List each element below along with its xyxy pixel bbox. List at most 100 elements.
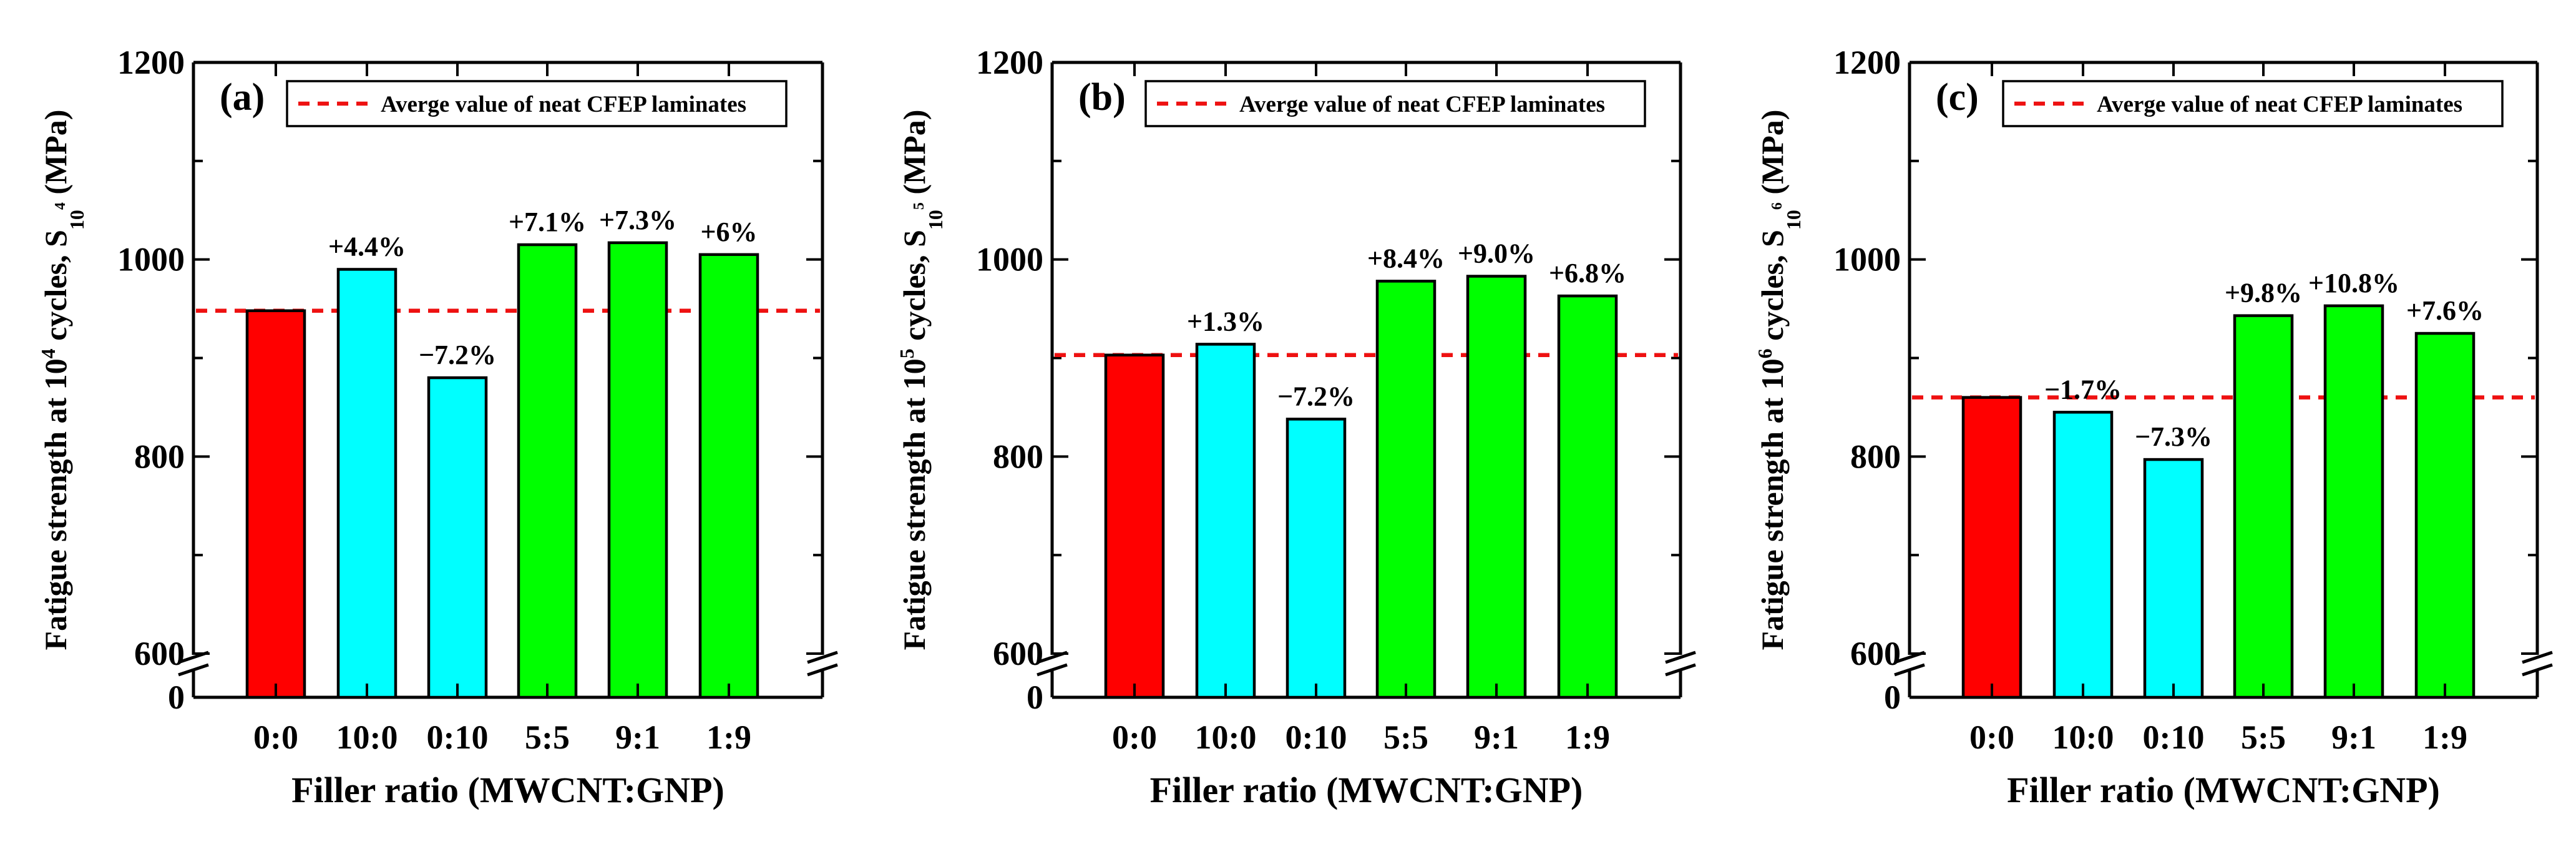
y-axis-title-part: 4 bbox=[52, 202, 69, 210]
chart-panel-c: 600 800 1000 1200 0 0:0 10:0 −1.7% 0:10 −7.3% 5:5 +… bbox=[1754, 44, 2553, 810]
data-label: +7.1% bbox=[509, 207, 586, 237]
y-tick-label: 600 bbox=[1850, 635, 1901, 672]
x-tick-label: 0:0 bbox=[1969, 719, 2014, 756]
x-tick-label: 0:10 bbox=[427, 719, 489, 756]
data-label: −7.2% bbox=[419, 340, 496, 370]
y-zero-label: 0 bbox=[1027, 679, 1043, 716]
y-axis-title: Fatigue strength at 105 cycles, S105 (MP… bbox=[895, 110, 947, 650]
x-tick-label: 0:10 bbox=[2143, 719, 2205, 756]
x-tick-label: 10:0 bbox=[2052, 719, 2114, 756]
y-tick-label: 800 bbox=[993, 438, 1043, 475]
y-axis-title-part: (MPa) bbox=[1755, 110, 1790, 203]
axis-break-mark-left-2 bbox=[1037, 663, 1068, 677]
bar-9-1 bbox=[1466, 275, 1527, 699]
legend-label: Averge value of neat CFEP laminates bbox=[1239, 92, 1605, 117]
axis-break-mark-right-1 bbox=[1665, 650, 1696, 664]
x-tick-label: 5:5 bbox=[525, 719, 570, 756]
x-tick-label: 1:9 bbox=[1565, 719, 1610, 756]
data-label: +4.4% bbox=[328, 231, 406, 262]
x-tick-label: 0:0 bbox=[1112, 719, 1157, 756]
y-axis-title-part: cycles, S bbox=[1755, 230, 1790, 348]
y-axis-title-part: 6 bbox=[1754, 348, 1776, 358]
panel-label: (b) bbox=[1078, 76, 1126, 119]
y-tick-label: 1200 bbox=[117, 44, 185, 81]
data-label: +1.3% bbox=[1187, 306, 1264, 336]
data-label: +7.3% bbox=[599, 205, 676, 235]
y-axis-title-part: cycles, S bbox=[38, 230, 73, 348]
y-axis-title-part: 10 bbox=[924, 210, 947, 230]
y-axis-title-part: 6 bbox=[1769, 202, 1785, 210]
data-label: +7.6% bbox=[2406, 295, 2484, 326]
bar-0-0 bbox=[245, 309, 306, 699]
bar-0-0 bbox=[1104, 353, 1165, 699]
x-tick-label: 1:9 bbox=[2422, 719, 2467, 756]
x-tick-label: 1:9 bbox=[706, 719, 751, 756]
y-zero-label: 0 bbox=[168, 679, 185, 716]
legend-label: Averge value of neat CFEP laminates bbox=[2097, 92, 2462, 117]
bar-9-1 bbox=[607, 241, 668, 699]
bar-1-9 bbox=[698, 253, 759, 699]
bar-10-0 bbox=[2052, 411, 2114, 699]
axis-break-mark-right-2 bbox=[2522, 663, 2553, 677]
bar-5-5 bbox=[517, 243, 578, 699]
x-tick-label: 0:10 bbox=[1286, 719, 1347, 756]
bar-10-0 bbox=[336, 268, 398, 699]
y-axis-title-part: (MPa) bbox=[897, 110, 932, 203]
data-label: +6% bbox=[700, 217, 757, 247]
data-label: +9.0% bbox=[1458, 238, 1535, 268]
axis-break-mark-left-2 bbox=[178, 663, 209, 677]
legend-label: Averge value of neat CFEP laminates bbox=[381, 92, 746, 117]
x-tick-label: 5:5 bbox=[1383, 719, 1428, 756]
y-tick-label: 600 bbox=[993, 635, 1043, 672]
x-tick-label: 9:1 bbox=[615, 719, 660, 756]
y-axis-title-part: 4 bbox=[37, 348, 59, 358]
legend-box bbox=[2002, 80, 2504, 127]
y-tick-label: 1200 bbox=[1833, 44, 1901, 81]
x-tick-label: 0:0 bbox=[253, 719, 298, 756]
x-axis-title: Filler ratio (MWCNT:GNP) bbox=[1150, 770, 1583, 810]
bar-0-10 bbox=[2143, 458, 2204, 699]
bar-9-1 bbox=[2323, 304, 2384, 699]
axis-break-mark-right-2 bbox=[1665, 663, 1696, 677]
y-axis-title-part: cycles, S bbox=[897, 230, 932, 348]
data-label: −7.2% bbox=[1277, 381, 1355, 411]
axis-break-mark-right-1 bbox=[2522, 650, 2553, 664]
data-label: +10.8% bbox=[2308, 268, 2399, 298]
y-tick-label: 800 bbox=[1850, 438, 1901, 475]
data-label: +6.8% bbox=[1549, 258, 1626, 288]
axis-break-mark-left-2 bbox=[1894, 663, 1925, 677]
y-tick-label: 1000 bbox=[1833, 241, 1901, 278]
x-tick-label: 9:1 bbox=[1474, 719, 1519, 756]
y-axis-title-part: 5 bbox=[911, 202, 927, 210]
chart-panel-b: 600 800 1000 1200 0 0:0 10:0 +1.3% 0:10 −7.2% 5:5 +… bbox=[895, 44, 1696, 810]
bar-0-0 bbox=[1961, 396, 2022, 699]
y-axis-title: Fatigue strength at 104 cycles, S104 (MP… bbox=[37, 110, 88, 650]
data-label: −1.7% bbox=[2044, 374, 2122, 405]
bar-5-5 bbox=[2233, 314, 2294, 699]
y-tick-label: 1000 bbox=[976, 241, 1043, 278]
bar-5-5 bbox=[1375, 280, 1437, 699]
y-axis-title: Fatigue strength at 106 cycles, S106 (MP… bbox=[1754, 110, 1805, 650]
y-axis-title-part: 5 bbox=[895, 348, 918, 358]
y-axis-title-part: (MPa) bbox=[38, 110, 73, 203]
x-tick-label: 10:0 bbox=[1195, 719, 1257, 756]
y-zero-label: 0 bbox=[1884, 679, 1901, 716]
panel-label: (a) bbox=[220, 76, 265, 119]
panel-label: (c) bbox=[1936, 76, 1979, 119]
data-label: −7.3% bbox=[2135, 421, 2212, 452]
data-label: +8.4% bbox=[1367, 243, 1445, 273]
y-tick-label: 600 bbox=[134, 635, 185, 672]
bar-0-10 bbox=[427, 376, 488, 699]
y-tick-label: 800 bbox=[134, 438, 185, 475]
bar-1-9 bbox=[2414, 331, 2476, 699]
y-axis-title-part: Fatigue strength at 10 bbox=[1755, 358, 1790, 650]
legend-box bbox=[1144, 80, 1646, 127]
y-axis-title-part: Fatigue strength at 10 bbox=[38, 358, 73, 650]
x-tick-label: 10:0 bbox=[336, 719, 398, 756]
y-axis-title-part: 10 bbox=[1782, 210, 1805, 230]
y-axis-title-part: Fatigue strength at 10 bbox=[897, 358, 932, 650]
data-label: +9.8% bbox=[2225, 278, 2302, 308]
x-tick-label: 5:5 bbox=[2241, 719, 2286, 756]
x-axis-title: Filler ratio (MWCNT:GNP) bbox=[2007, 770, 2440, 810]
